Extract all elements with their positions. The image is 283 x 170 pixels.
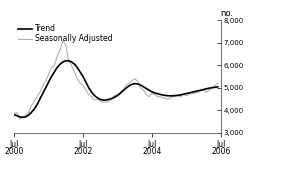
Text: Jul: Jul	[78, 140, 88, 149]
Seasonally Adjusted	[87, 94, 91, 96]
Seasonally Adjusted	[44, 80, 48, 82]
Trend	[44, 87, 48, 89]
Seasonally Adjusted	[216, 82, 220, 84]
Text: Jul: Jul	[9, 140, 19, 149]
Seasonally Adjusted	[156, 96, 159, 98]
Line: Seasonally Adjusted: Seasonally Adjusted	[14, 41, 218, 119]
Text: Jul: Jul	[147, 140, 156, 149]
Seasonally Adjusted	[18, 118, 22, 120]
Trend	[216, 86, 220, 88]
Legend: Trend, Seasonally Adjusted: Trend, Seasonally Adjusted	[18, 24, 112, 43]
Line: Trend: Trend	[14, 61, 218, 117]
Trend	[133, 83, 136, 85]
Trend	[205, 88, 208, 90]
Text: 2006: 2006	[211, 147, 230, 156]
Trend	[147, 89, 151, 91]
Text: 2002: 2002	[73, 147, 93, 156]
Trend	[12, 114, 16, 116]
Seasonally Adjusted	[147, 96, 151, 98]
Text: 2000: 2000	[5, 147, 24, 156]
Seasonally Adjusted	[61, 40, 65, 42]
Text: no.: no.	[221, 9, 234, 18]
Text: Jul: Jul	[216, 140, 226, 149]
Trend	[156, 93, 159, 95]
Trend	[64, 60, 67, 62]
Seasonally Adjusted	[205, 91, 208, 93]
Trend	[87, 87, 91, 89]
Trend	[21, 116, 24, 118]
Seasonally Adjusted	[133, 78, 136, 80]
Text: 2004: 2004	[142, 147, 162, 156]
Seasonally Adjusted	[12, 113, 16, 115]
